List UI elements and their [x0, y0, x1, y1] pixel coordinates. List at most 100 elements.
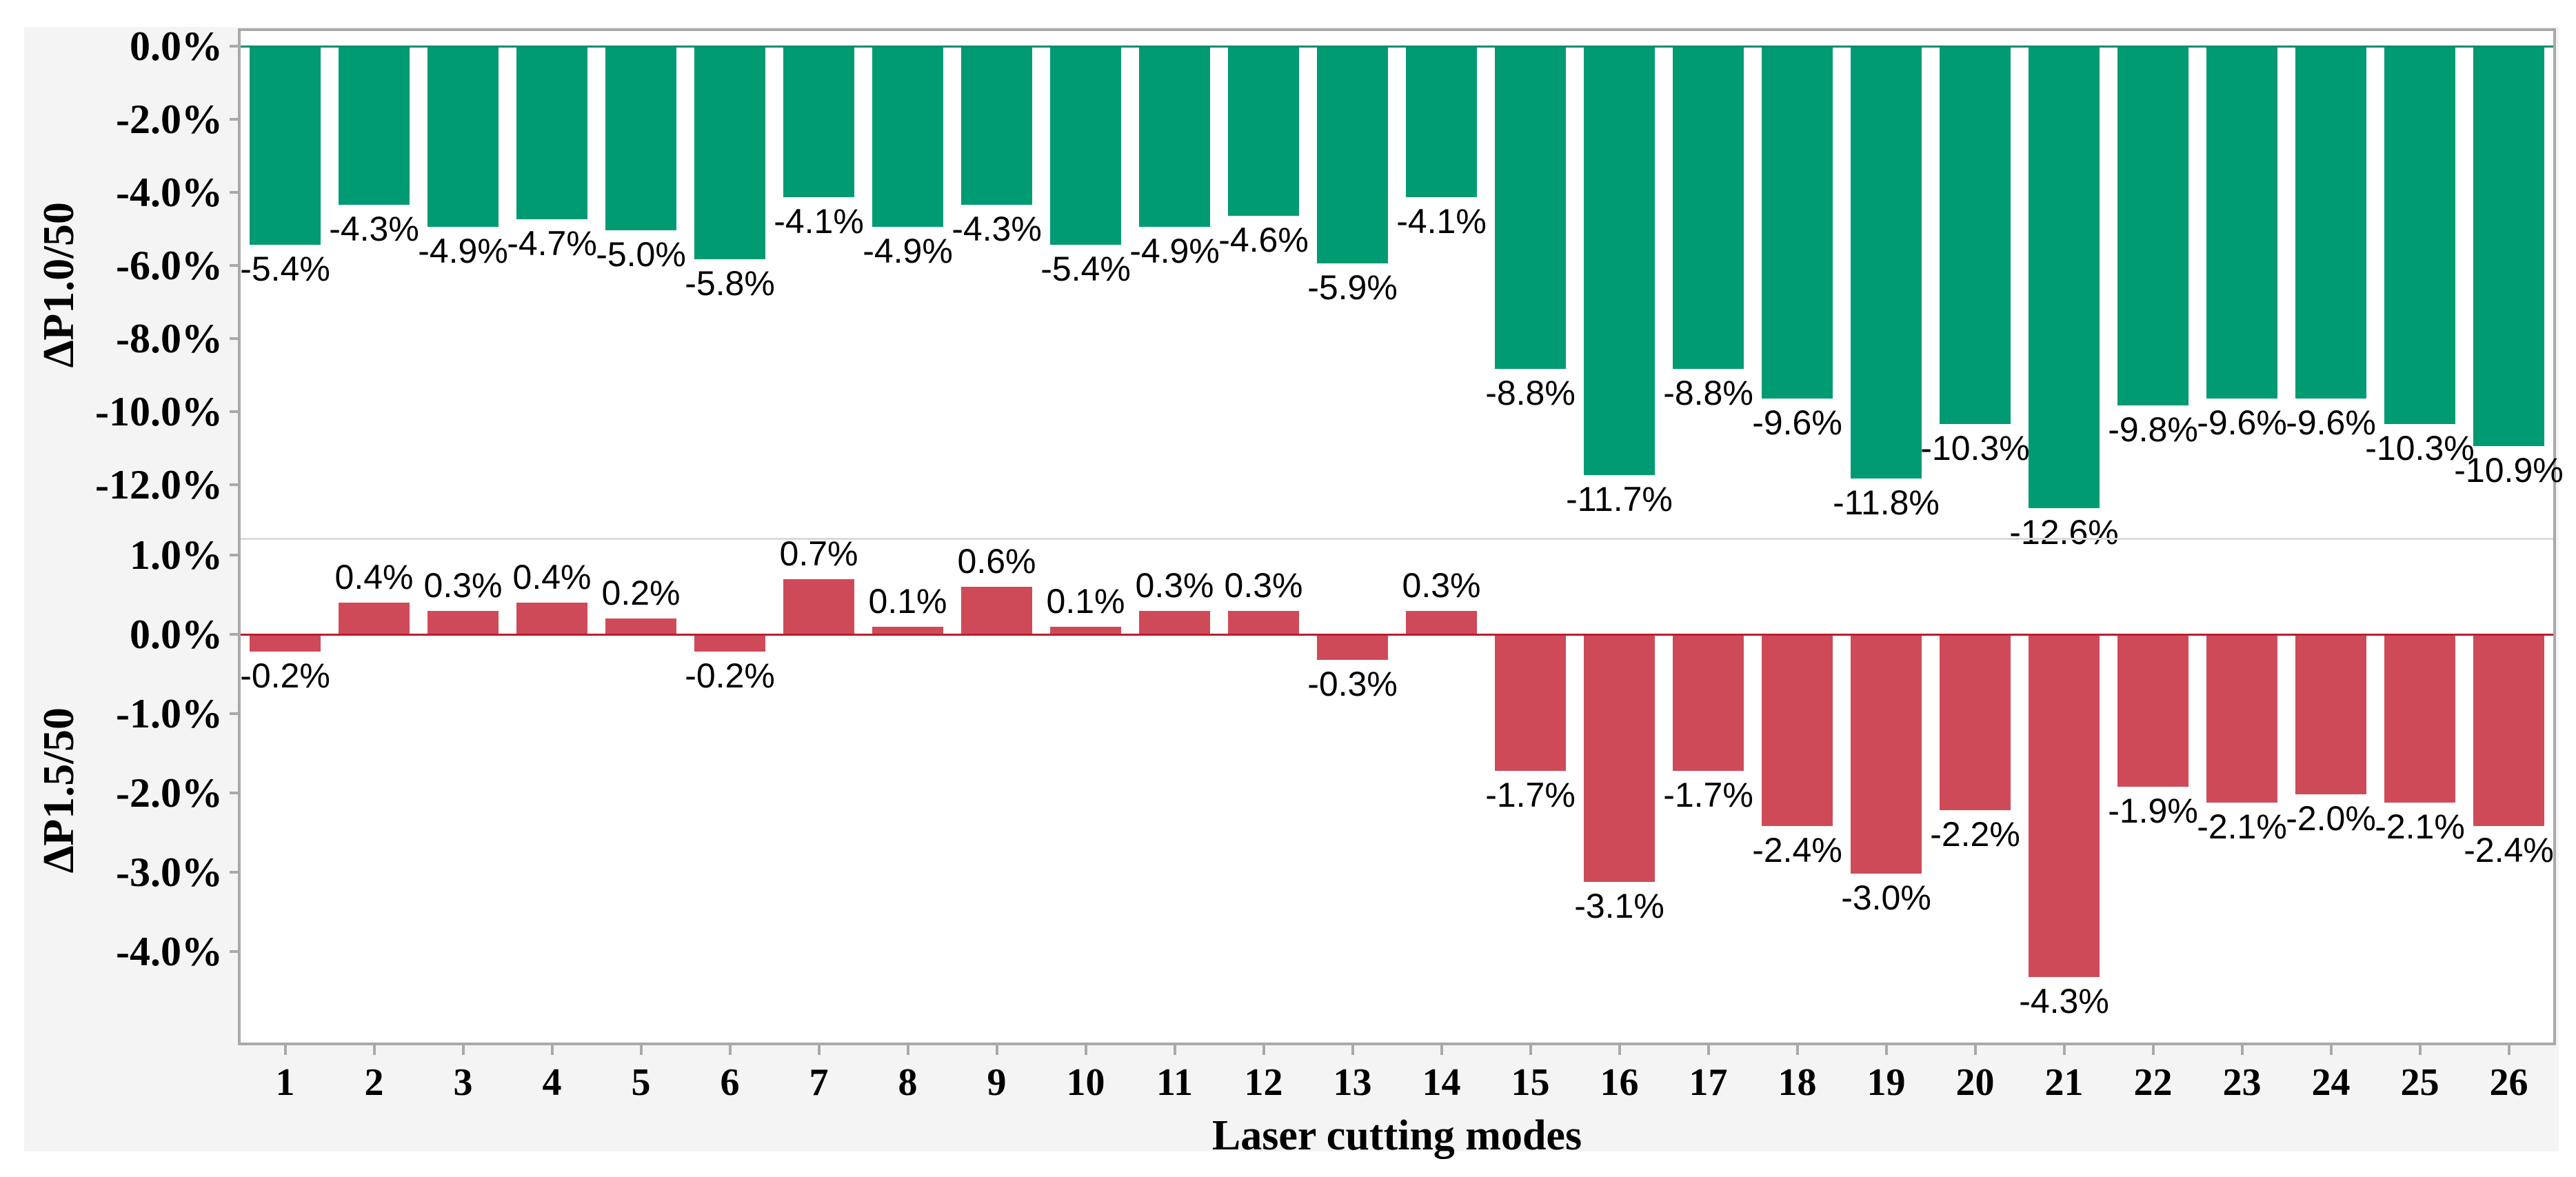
bar-value-label: -2.0%: [2286, 799, 2376, 838]
bar-mode-8-p10: [872, 48, 943, 227]
y-tick-mark: [230, 483, 241, 486]
bar-value-label: -12.6%: [2009, 512, 2119, 552]
x-tick-label: 20: [1955, 1061, 1995, 1104]
bar-mode-9-p15: [961, 587, 1032, 634]
x-tick-label: 9: [987, 1061, 1007, 1104]
bar-value-label: -2.1%: [2375, 807, 2465, 846]
bar-mode-21-p15: [2029, 636, 2100, 977]
bar-mode-25-p10: [2384, 48, 2455, 424]
x-tick-mark: [2151, 1043, 2155, 1055]
x-tick-mark: [995, 1043, 998, 1055]
x-tick-label: 16: [1600, 1061, 1639, 1104]
x-tick-label: 3: [453, 1061, 473, 1104]
y-tick-label: -6.0%: [116, 243, 223, 288]
y-tick-mark: [230, 950, 241, 953]
bar-value-label: -1.7%: [1663, 775, 1753, 814]
x-tick-mark: [2418, 1043, 2422, 1055]
x-tick-mark: [1884, 1043, 1888, 1055]
x-tick-mark: [906, 1043, 909, 1055]
bar-mode-4-p10: [516, 48, 587, 220]
y-tick-label: 0.0%: [130, 612, 223, 657]
bar-mode-14-p10: [1406, 48, 1477, 198]
bar-mode-10-p15: [1050, 626, 1121, 634]
bar-mode-7-p15: [783, 579, 854, 634]
x-tick-mark: [372, 1043, 376, 1055]
y-tick-label: -12.0%: [95, 462, 223, 507]
x-tick-mark: [283, 1043, 287, 1055]
x-tick-label: 24: [2311, 1061, 2351, 1104]
zero-reference-line: [241, 634, 2553, 636]
panel-divider: [241, 538, 2553, 540]
bar-mode-1-p15: [250, 636, 321, 652]
x-tick-label: 8: [898, 1061, 918, 1104]
x-tick-label: 11: [1156, 1061, 1193, 1104]
bar-mode-24-p15: [2295, 636, 2366, 794]
bar-value-label: 0.2%: [601, 574, 681, 612]
zero-reference-line: [241, 46, 2553, 48]
y-tick-label: -10.0%: [95, 389, 223, 434]
y-tick-label: -4.0%: [116, 929, 223, 974]
x-tick-label: 5: [631, 1061, 651, 1104]
bar-mode-11-p10: [1139, 48, 1210, 227]
x-tick-mark: [1262, 1043, 1265, 1055]
bar-value-label: -0.3%: [1307, 664, 1398, 703]
y-tick-label: -2.0%: [116, 770, 223, 816]
bar-value-label: 0.1%: [1046, 581, 1125, 621]
bar-mode-13-p10: [1317, 48, 1388, 263]
bar-mode-11-p15: [1139, 610, 1210, 634]
y-tick-mark: [230, 191, 241, 194]
y-tick-mark: [230, 337, 241, 340]
bar-mode-20-p15: [1940, 636, 2011, 810]
bar-mode-2-p10: [339, 48, 410, 205]
bar-value-label: -2.2%: [1930, 815, 2020, 854]
x-tick-label: 17: [1689, 1061, 1728, 1104]
x-tick-label: 14: [1422, 1061, 1461, 1104]
y-tick-label: -1.0%: [116, 691, 223, 736]
x-tick-mark: [1529, 1043, 1532, 1055]
x-tick-mark: [2062, 1043, 2066, 1055]
y-tick-mark: [230, 633, 241, 636]
bar-mode-15-p15: [1495, 636, 1566, 771]
bar-mode-1-p10: [250, 48, 321, 245]
bar-value-label: 0.3%: [1402, 565, 1481, 605]
bar-value-label: -9.6%: [2197, 403, 2287, 442]
bar-value-label: -9.6%: [2286, 403, 2376, 442]
x-tick-mark: [1795, 1043, 1799, 1055]
bar-value-label: -4.3%: [952, 209, 1042, 248]
bar-value-label: -1.7%: [1485, 775, 1576, 814]
y-tick-mark: [230, 118, 241, 121]
bar-mode-16-p15: [1584, 636, 1655, 882]
x-tick-label: 21: [2044, 1061, 2084, 1104]
bar-value-label: -3.1%: [1574, 886, 1664, 925]
bar-value-label: -3.0%: [1841, 878, 1931, 917]
x-tick-label: 15: [1511, 1061, 1550, 1104]
y-tick-mark: [230, 264, 241, 267]
bar-mode-17-p15: [1673, 636, 1744, 771]
bar-mode-6-p10: [694, 48, 765, 260]
y-axis-title-bottom: ∆P1.5/50: [34, 707, 83, 874]
y-tick-mark: [230, 45, 241, 48]
x-tick-mark: [2507, 1043, 2510, 1055]
bar-value-label: 0.4%: [334, 558, 414, 596]
x-tick-mark: [639, 1043, 643, 1055]
bar-value-label: 0.3%: [1135, 565, 1214, 605]
bar-mode-18-p10: [1762, 48, 1833, 399]
x-tick-label: 25: [2400, 1061, 2439, 1104]
x-tick-mark: [1173, 1043, 1176, 1055]
bar-mode-22-p10: [2117, 48, 2188, 406]
y-tick-label: 0.0%: [130, 23, 223, 69]
x-tick-label: 7: [809, 1061, 829, 1104]
y-tick-mark: [230, 712, 241, 715]
bar-mode-19-p15: [1851, 636, 1922, 874]
bar-value-label: -5.9%: [1307, 268, 1398, 307]
x-tick-label: 26: [2489, 1061, 2528, 1104]
bar-value-label: -5.8%: [685, 264, 775, 303]
bar-mode-6-p15: [694, 636, 765, 652]
bar-value-label: -4.9%: [1129, 231, 1220, 270]
bar-value-label: 0.3%: [423, 565, 503, 605]
bar-mode-14-p15: [1406, 610, 1477, 634]
bar-mode-3-p15: [427, 610, 499, 634]
bar-value-label: 0.4%: [512, 558, 592, 596]
x-tick-mark: [1351, 1043, 1354, 1055]
y-tick-label: 1.0%: [130, 532, 223, 578]
